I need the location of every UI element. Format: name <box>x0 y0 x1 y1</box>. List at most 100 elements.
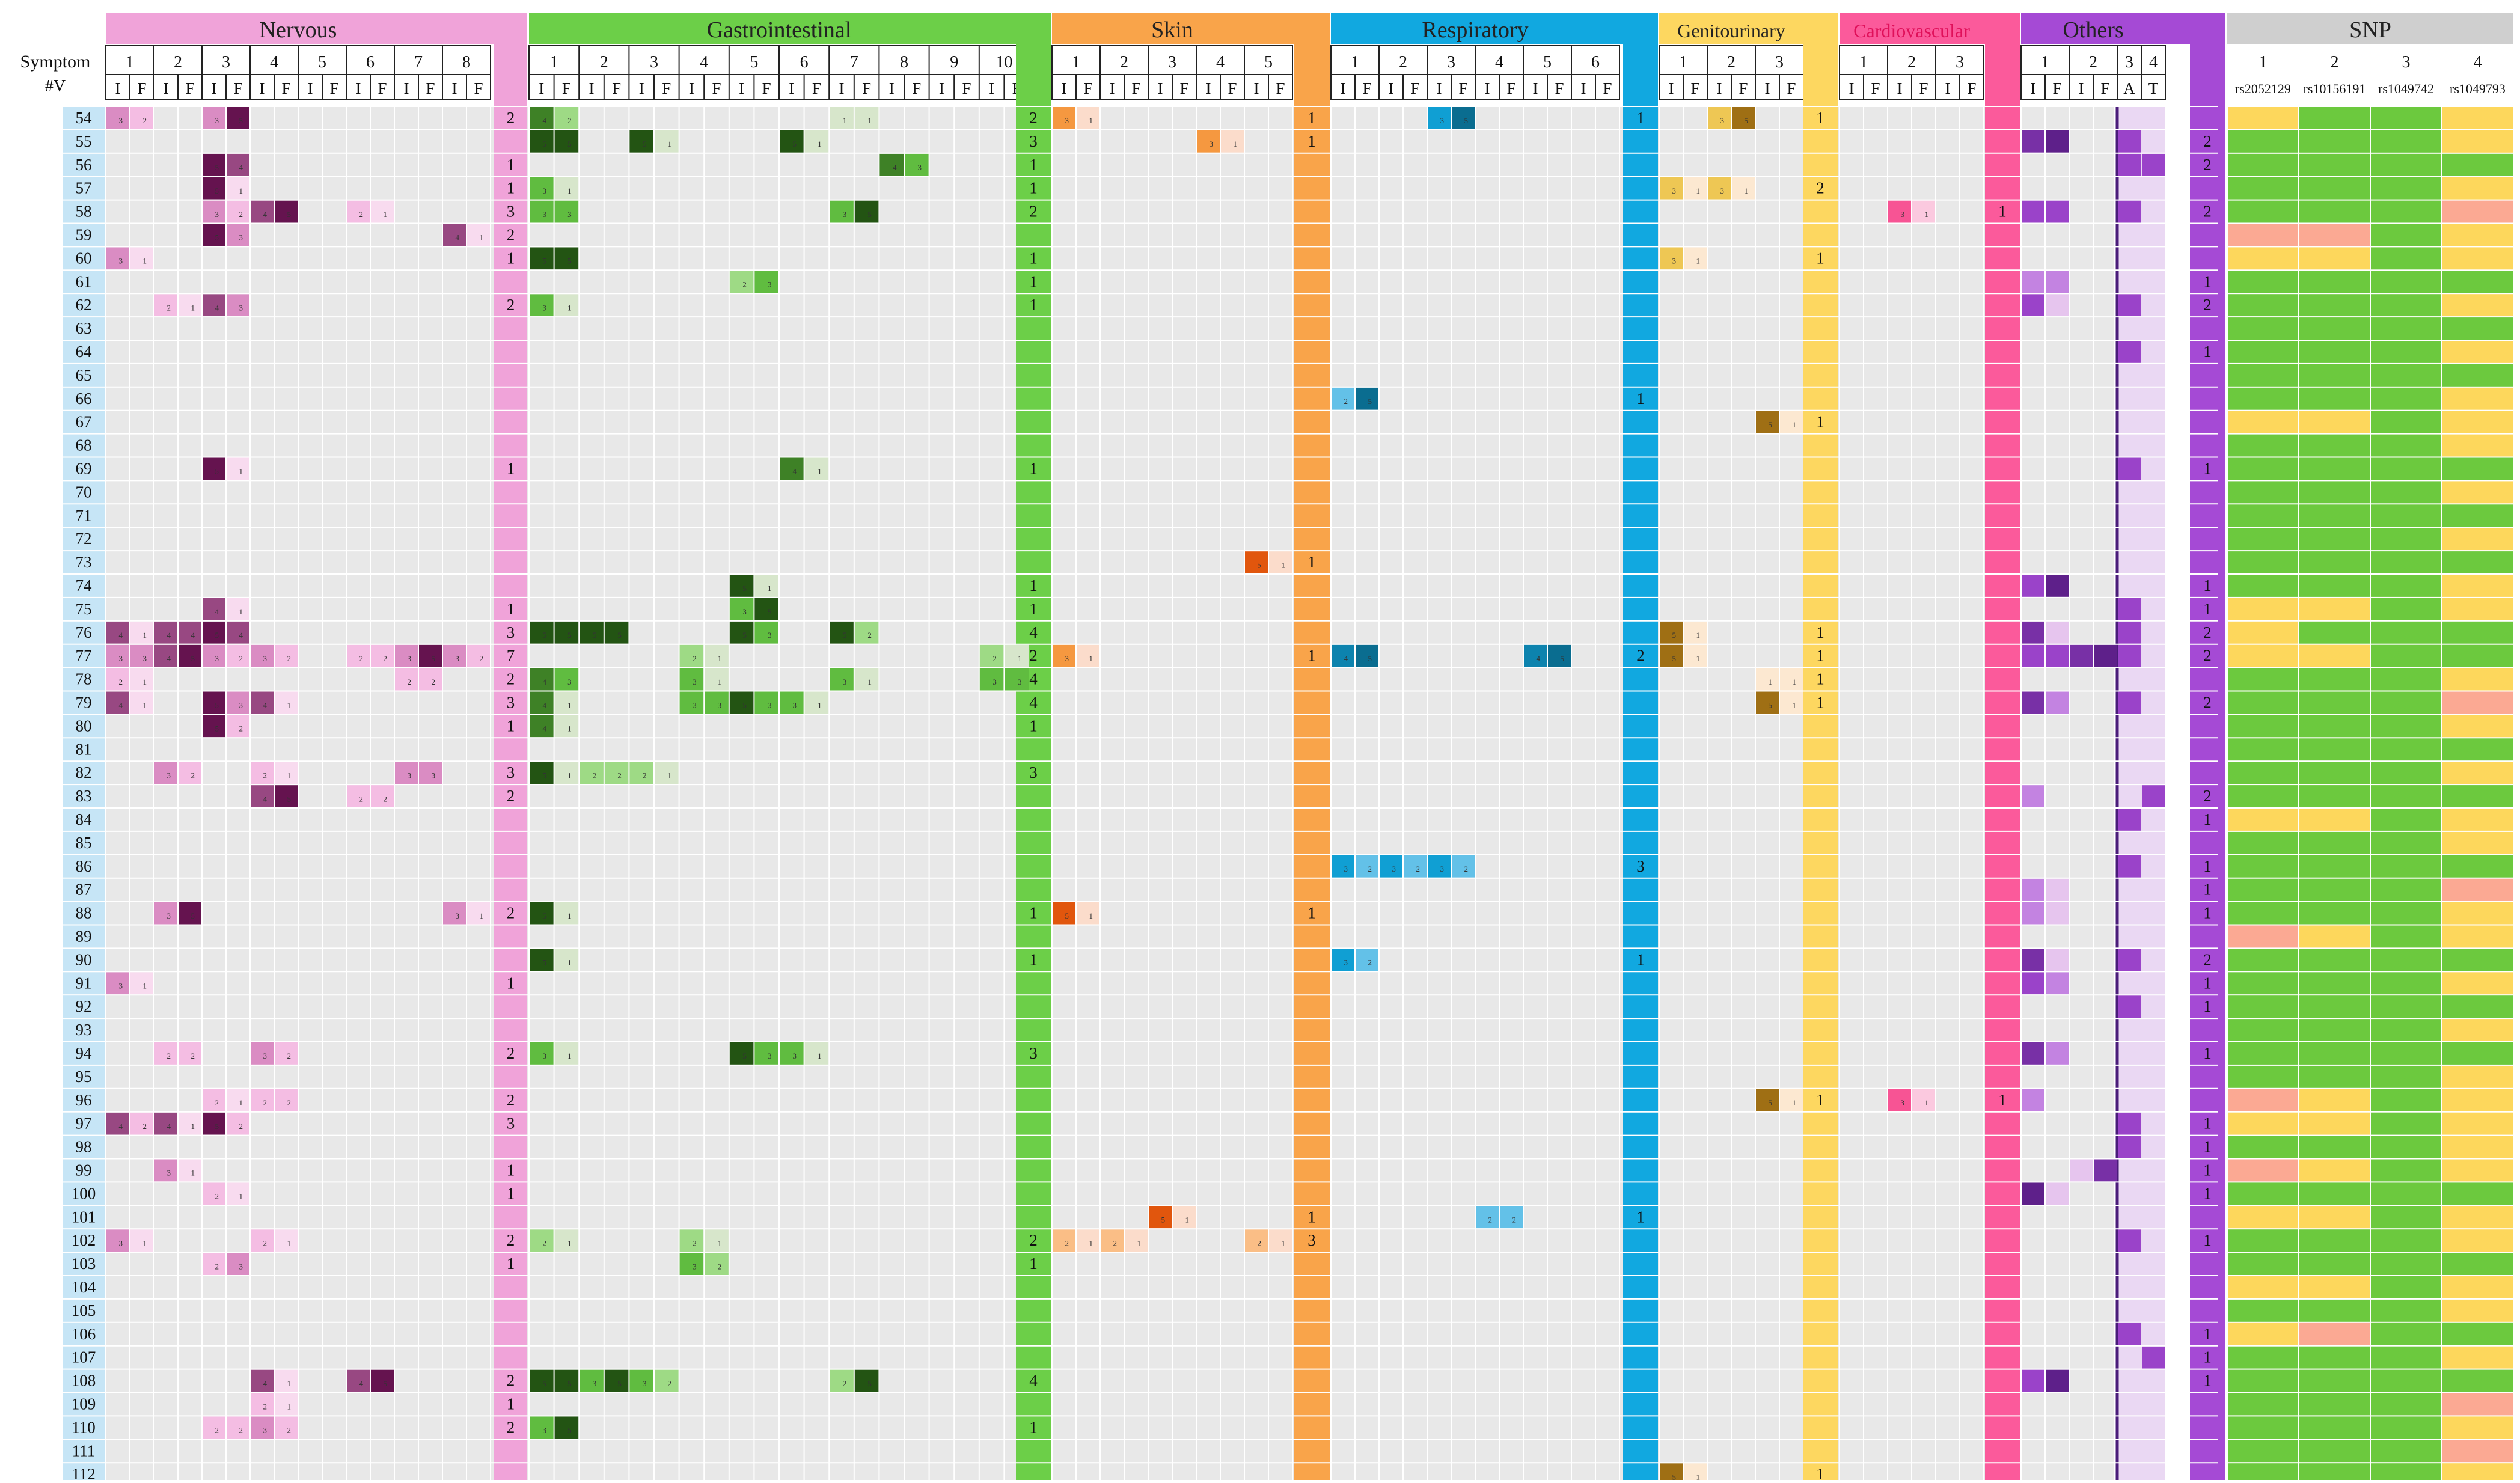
row-label-bg <box>63 1089 105 1111</box>
cell-value-label: 4 <box>456 233 460 242</box>
cell-value-label: 1 <box>287 1238 292 1247</box>
cell-value-label: 1 <box>668 771 672 780</box>
heat-cell <box>106 668 129 691</box>
heat-cell <box>1077 107 1099 129</box>
row-total: 1 <box>2203 904 2212 922</box>
row-label-bg <box>63 1182 105 1205</box>
row-total: 1 <box>2203 1044 2212 1062</box>
heat-cell <box>2118 153 2141 176</box>
heat-cell <box>1173 1206 1196 1229</box>
row-label: 108 <box>72 1372 96 1390</box>
snp-cell <box>2442 575 2513 597</box>
sub-label: I <box>212 79 217 97</box>
snp-cell <box>2299 1416 2370 1439</box>
heat-cell <box>2022 878 2044 901</box>
row-label-bg <box>63 972 105 995</box>
heat-cell <box>580 621 604 644</box>
snp-cell <box>2299 411 2370 433</box>
heat-cell <box>530 247 554 270</box>
sub-label: F <box>1458 79 1467 97</box>
heat-cell <box>2022 1182 2044 1205</box>
snp-cell <box>2228 457 2298 480</box>
heat-cell <box>1780 691 1803 714</box>
row-total: 1 <box>1029 1255 1038 1273</box>
cell-value-label: 5 <box>867 210 872 219</box>
cell-value-label: 1 <box>818 467 822 476</box>
row-label-bg <box>63 153 105 176</box>
heat-cell <box>395 644 418 667</box>
heat-cell <box>227 644 249 667</box>
snp-cell <box>2371 1440 2441 1463</box>
cell-value-label: 2 <box>287 1098 292 1107</box>
snp-cell <box>2371 130 2441 153</box>
sub-label: F <box>1787 79 1796 97</box>
cell-value-label: 1 <box>1925 210 1929 219</box>
snp-cell <box>2442 434 2513 457</box>
snp-cell <box>2371 1346 2441 1369</box>
cell-value-label: 2 <box>742 280 747 289</box>
heat-cell <box>530 200 554 223</box>
cell-value-label: 4 <box>1537 654 1541 663</box>
heat-cell <box>227 1253 249 1275</box>
snp-cell <box>2371 341 2441 363</box>
cell-value-label: 2 <box>543 1238 547 1247</box>
row-total: 1 <box>1029 179 1038 197</box>
heat-cell <box>419 762 442 784</box>
heat-cell <box>1053 644 1075 667</box>
cell-value-label: 5 <box>543 771 547 780</box>
snp-cell <box>2299 341 2370 363</box>
cell-value-label: 5 <box>1769 420 1773 429</box>
snp-cell <box>2228 1019 2298 1041</box>
snp-cell <box>2442 1206 2513 1229</box>
row-label-bg <box>63 528 105 551</box>
heat-cell <box>830 621 854 644</box>
row-total: 2 <box>507 787 515 805</box>
row-total: 2 <box>507 904 515 922</box>
symptom-number: 4 <box>700 53 708 72</box>
heat-cell <box>1660 247 1683 270</box>
heat-cell <box>1404 855 1427 878</box>
row-label: 62 <box>76 296 92 314</box>
heat-cell <box>655 1369 679 1392</box>
heat-cell <box>203 1253 225 1275</box>
row-label: 104 <box>72 1278 96 1296</box>
snp-cell <box>2442 1299 2513 1322</box>
group-title-skin: Skin <box>1151 17 1193 43</box>
heat-cell <box>1452 855 1475 878</box>
heat-cell <box>227 1112 249 1135</box>
cell-value-label: 4 <box>263 1379 268 1388</box>
snp-cell <box>2228 925 2298 948</box>
symptom-number: 5 <box>1543 53 1552 72</box>
heat-cell <box>530 715 554 738</box>
row-label: 55 <box>76 132 92 150</box>
symptom-number-row <box>1839 45 1984 75</box>
cell-value-label: 1 <box>1696 654 1701 663</box>
snp-cell <box>2299 902 2370 925</box>
cell-value-label: 2 <box>1512 1215 1517 1225</box>
sub-label: F <box>1506 79 1515 97</box>
snp-cell <box>2442 1089 2513 1111</box>
sub-label: I <box>1533 79 1538 97</box>
row-total: 1 <box>1636 390 1645 408</box>
row-label-bg <box>63 831 105 854</box>
snp-cell <box>2299 294 2370 317</box>
cell-value-label: 3 <box>768 701 772 710</box>
heat-cell <box>251 1042 274 1065</box>
cell-value-label: 4 <box>119 1122 123 1131</box>
snp-cell <box>2228 317 2298 340</box>
symptom-number: 3 <box>222 53 230 72</box>
cell-value-label: 3 <box>693 1262 697 1271</box>
sub-label: F <box>1555 79 1564 97</box>
sub-label: I <box>589 79 595 97</box>
cell-value-label: 2 <box>191 1051 195 1060</box>
group-total-column-others <box>2190 13 2225 1483</box>
cell-value-label: 3 <box>239 303 243 312</box>
heat-cell <box>2022 130 2044 153</box>
heat-cell <box>419 644 442 667</box>
cell-value-label: 3 <box>119 1238 123 1247</box>
sub-label: I <box>839 79 845 97</box>
snp-cell <box>2371 247 2441 270</box>
sub-label: I <box>2031 79 2036 97</box>
cell-value-label: 5 <box>742 584 747 593</box>
